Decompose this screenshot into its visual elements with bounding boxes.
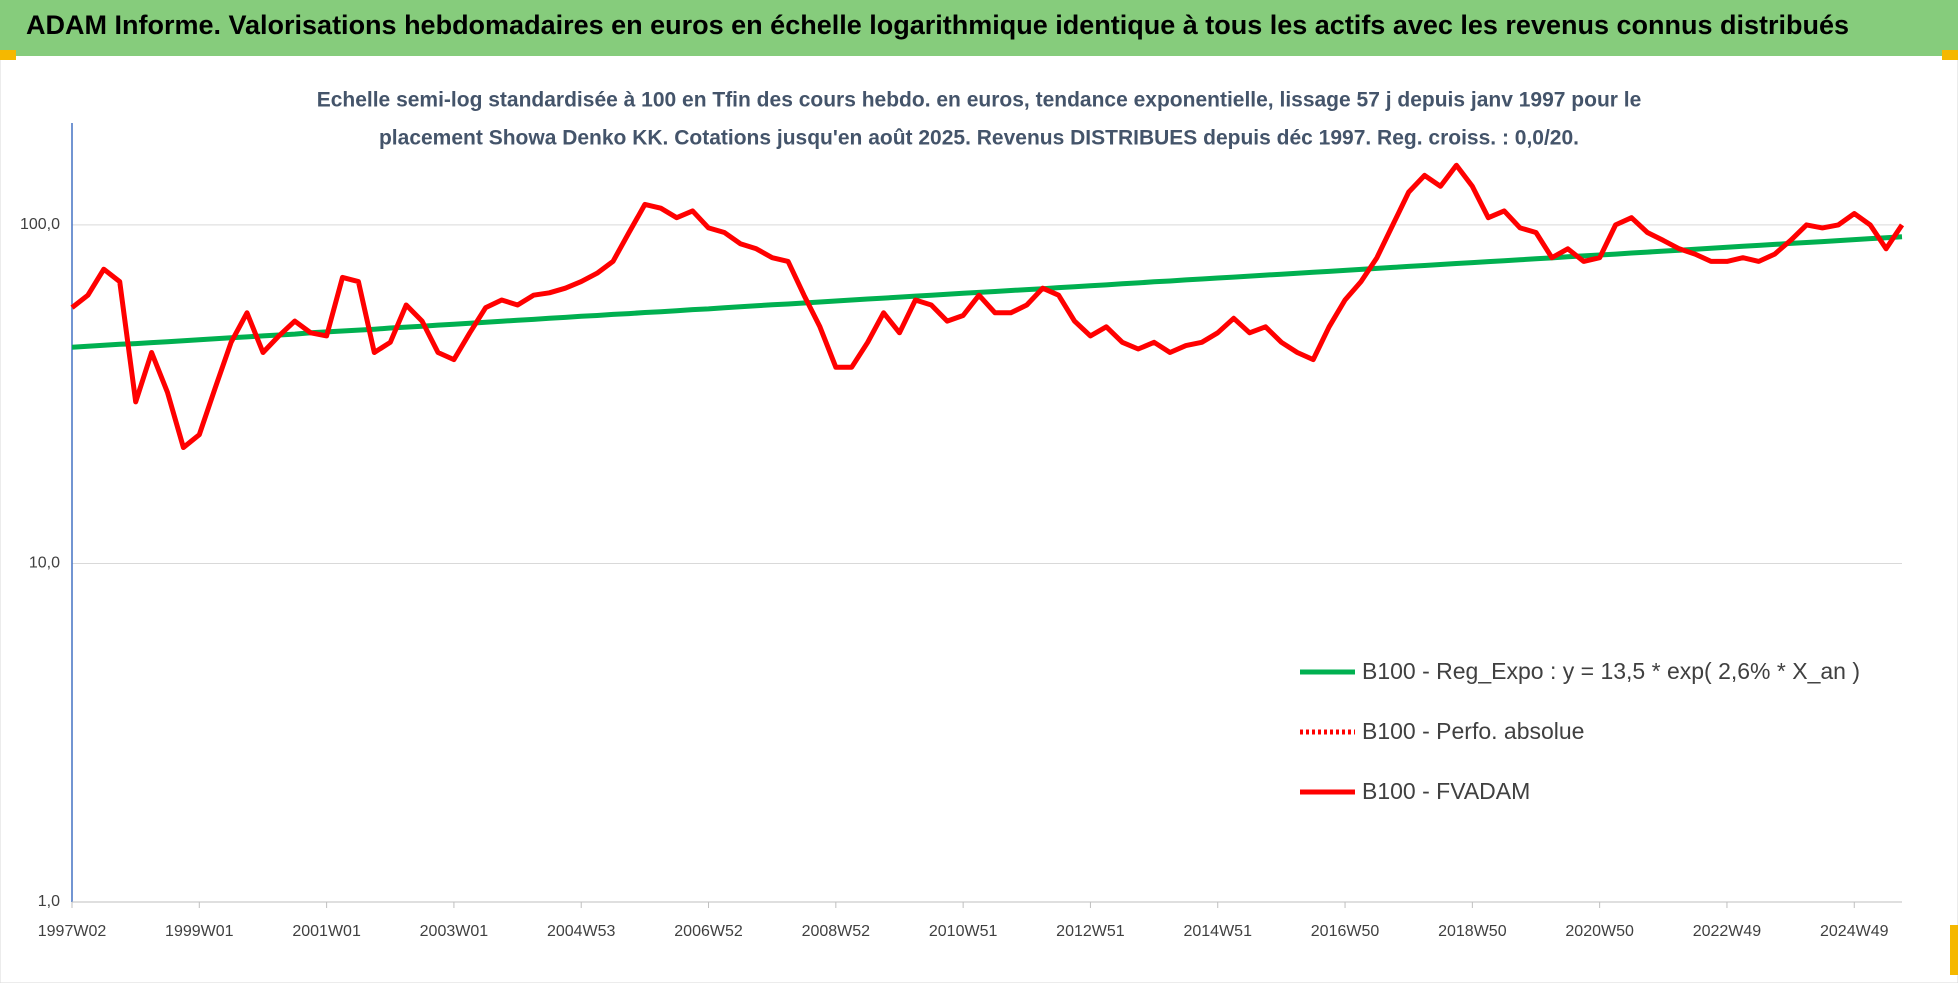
x-tick-label: 2006W52 [674, 923, 743, 940]
x-tick-label: 2012W51 [1056, 923, 1125, 940]
y-tick-label: 10,0 [29, 555, 60, 572]
series-line [71, 234, 1903, 350]
legend-label: B100 - Perfo. absolue [1362, 718, 1584, 744]
legend-label: B100 - Reg_Expo : y = 13,5 * exp( 2,6% *… [1362, 658, 1860, 684]
y-tick-label: 1,0 [38, 893, 60, 910]
subtitle: Echelle semi-log standardisée à 100 en T… [317, 89, 1642, 112]
x-tick-label: 2022W49 [1693, 923, 1762, 940]
x-tick-label: 2004W53 [547, 923, 616, 940]
x-tick-label: 2020W50 [1565, 923, 1634, 940]
legend-label: B100 - FVADAM [1362, 778, 1530, 804]
x-tick-label: 2014W51 [1183, 923, 1252, 940]
corner-mark [1950, 925, 1958, 975]
title-bar [0, 0, 1958, 56]
series-line [70, 162, 1905, 450]
x-tick-label: 2018W50 [1438, 923, 1507, 940]
x-tick-label: 1997W02 [38, 923, 107, 940]
chart-title: ADAM Informe. Valorisations hebdomadaire… [26, 10, 1849, 40]
corner-mark [0, 50, 16, 60]
corner-mark [1942, 50, 1958, 60]
x-tick-label: 2024W49 [1820, 923, 1889, 940]
subtitle: placement Showa Denko KK. Cotations jusq… [379, 127, 1579, 150]
x-tick-label: 1999W01 [165, 923, 234, 940]
y-tick-label: 100,0 [20, 216, 60, 233]
x-tick-label: 2010W51 [929, 923, 998, 940]
x-tick-label: 2016W50 [1311, 923, 1380, 940]
x-tick-label: 2001W01 [292, 923, 361, 940]
x-tick-label: 2008W52 [802, 923, 871, 940]
x-tick-label: 2003W01 [420, 923, 489, 940]
